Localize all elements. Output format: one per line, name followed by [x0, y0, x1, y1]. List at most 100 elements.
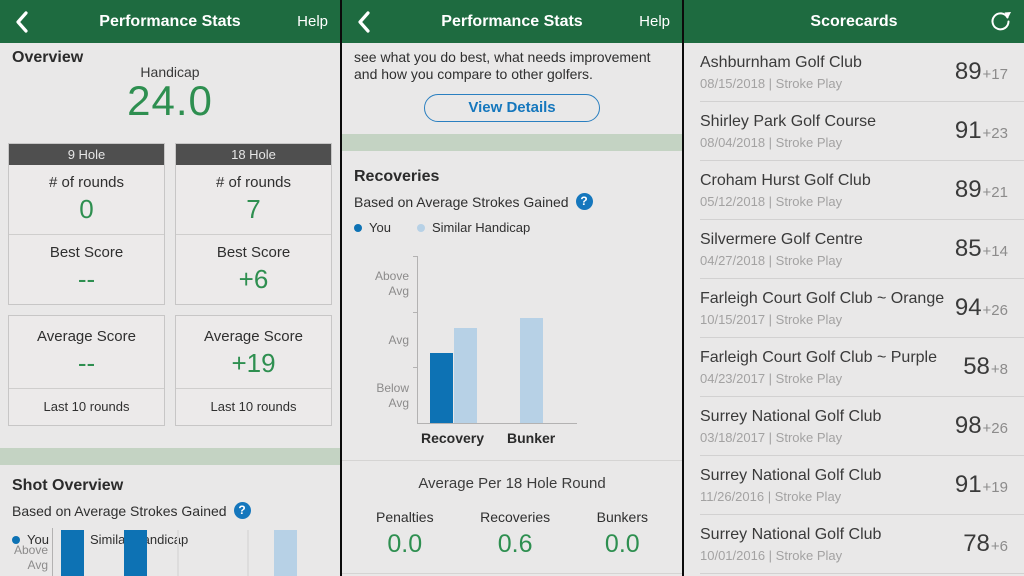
rounds-value: 7	[246, 194, 261, 224]
scorecard-row[interactable]: Surrey National Golf Club 10/01/2016 | S…	[700, 515, 1024, 574]
card-divider	[176, 234, 331, 235]
header-performance-2: Performance Stats Help	[342, 0, 682, 43]
back-icon[interactable]	[352, 9, 378, 35]
score-over-par: +23	[982, 125, 1008, 142]
you-dot-icon	[354, 223, 362, 232]
round-meta: 11/26/2016 | Stroke Play	[700, 488, 842, 504]
bar-recovery-you	[430, 352, 453, 423]
score-value: 89	[954, 176, 982, 203]
score-value: 78	[963, 530, 990, 557]
score-block: 58 +8	[963, 353, 1008, 381]
scorecard-row[interactable]: Surrey National Golf Club 03/18/2017 | S…	[700, 397, 1024, 456]
bar-similar	[274, 530, 297, 576]
card-9-hole-average: Average Score -- Last 10 rounds	[8, 315, 165, 426]
score-value: 91	[954, 471, 982, 498]
view-details-button[interactable]: View Details	[424, 94, 600, 122]
scorecards-list: Ashburnham Golf Club 08/15/2018 | Stroke…	[684, 43, 1024, 574]
card-divider	[9, 234, 164, 235]
course-name: Farleigh Court Golf Club ~ Orange	[700, 289, 945, 307]
recoveries-chart: Above Avg Avg Below Avg	[375, 256, 617, 424]
average-stats-row: Penalties 0.0 Recoveries 0.6 Bunkers 0.0	[342, 509, 682, 559]
section-divider	[0, 448, 340, 465]
card-9-hole-header: 9 Hole	[9, 144, 164, 165]
header-performance-1: Performance Stats Help	[0, 0, 340, 43]
score-over-par: +17	[982, 66, 1008, 83]
bar-bunker-similar	[520, 317, 543, 423]
stat-label: Bunkers	[596, 509, 648, 525]
plot-area	[413, 256, 577, 424]
intro-text: see what you do best, what needs improve…	[354, 49, 651, 82]
scorecard-row[interactable]: Surrey National Golf Club 11/26/2016 | S…	[700, 456, 1024, 515]
legend-item-similar: Similar Handicap	[416, 220, 531, 235]
axis-tick	[413, 311, 418, 313]
score-over-par: +21	[982, 184, 1008, 201]
scorecard-info: Farleigh Court Golf Club ~ Orange 10/15/…	[700, 290, 944, 327]
legend-you-label: You	[369, 220, 391, 235]
best-score-label: Best Score	[216, 244, 291, 261]
best-score-value: +6	[238, 264, 269, 294]
scorecard-row[interactable]: Croham Hurst Golf Club 05/12/2018 | Stro…	[700, 161, 1024, 220]
question-icon[interactable]: ?	[575, 193, 593, 210]
legend-item-you: You	[12, 532, 49, 547]
score-block: 89 +21	[955, 176, 1008, 204]
score-value: 89	[954, 58, 982, 85]
average-score-label: Average Score	[37, 328, 136, 345]
score-value: 85	[954, 235, 982, 262]
y-axis-zone-labels: Above Avg Avg Below Avg	[357, 256, 409, 424]
round-meta: 04/23/2017 | Stroke Play	[700, 370, 843, 386]
best-score-value: --	[77, 264, 96, 294]
x-axis-labels: Recovery Bunker	[417, 428, 670, 448]
handicap-label: Handicap	[140, 64, 200, 80]
panel-separator	[340, 0, 342, 576]
course-name: Surrey National Golf Club	[700, 525, 882, 543]
card-divider	[9, 388, 164, 389]
gridline	[177, 530, 179, 576]
axis-label-above-avg: Above Avg	[374, 269, 409, 298]
axis-tick	[413, 256, 418, 257]
help-button[interactable]: Help	[297, 13, 328, 30]
panel-performance-recoveries: Performance Stats Help see what you do b…	[342, 0, 682, 576]
score-value: 91	[954, 117, 982, 144]
header-scorecards: Scorecards	[684, 0, 1024, 43]
panel-performance-overview: Performance Stats Help Overview Handicap…	[0, 0, 340, 576]
recoveries-section: Recoveries Based on Average Strokes Gain…	[342, 151, 682, 448]
question-icon[interactable]: ?	[233, 502, 251, 519]
scorecard-row[interactable]: Shirley Park Golf Course 08/04/2018 | St…	[700, 102, 1024, 161]
recoveries-subtitle-row: Based on Average Strokes Gained ?	[354, 193, 670, 210]
overview-header: Overview Handicap 24.0	[0, 43, 340, 135]
axis-label-above-avg: Above Avg	[13, 543, 48, 572]
scorecard-row[interactable]: Farleigh Court Golf Club ~ Purple 04/23/…	[700, 338, 1024, 397]
average-score-value: +19	[231, 348, 276, 378]
page-title: Performance Stats	[441, 12, 583, 30]
scorecard-row[interactable]: Ashburnham Golf Club 08/15/2018 | Stroke…	[700, 43, 1024, 102]
back-icon[interactable]	[10, 9, 36, 35]
card-18-hole-average: Average Score +19 Last 10 rounds	[175, 315, 332, 426]
score-over-par: +19	[982, 479, 1008, 496]
score-value: 94	[954, 294, 982, 321]
stat-value: 0.0	[604, 530, 640, 558]
score-block: 89 +17	[955, 58, 1008, 86]
rounds-cards: 9 Hole # of rounds 0 Best Score -- 18 Ho…	[8, 143, 332, 426]
score-block: 91 +19	[955, 471, 1008, 499]
score-over-par: +6	[990, 538, 1008, 555]
scorecard-row[interactable]: Silvermere Golf Centre 04/27/2018 | Stro…	[700, 220, 1024, 279]
legend: You Similar Handicap	[354, 220, 670, 235]
bar-you	[61, 530, 84, 576]
help-button[interactable]: Help	[639, 13, 670, 30]
round-meta: 08/15/2018 | Stroke Play	[700, 75, 843, 91]
round-meta: 05/12/2018 | Stroke Play	[700, 193, 843, 209]
legend-similar-label: Similar Handicap	[431, 220, 531, 235]
you-dot-icon	[12, 535, 20, 544]
average-score-label: Average Score	[204, 328, 303, 345]
round-meta: 10/15/2017 | Stroke Play	[700, 311, 843, 327]
scorecard-info: Croham Hurst Golf Club 05/12/2018 | Stro…	[700, 172, 871, 209]
refresh-icon[interactable]	[987, 8, 1014, 35]
section-divider	[342, 134, 682, 151]
score-block: 94 +26	[955, 294, 1008, 322]
course-name: Croham Hurst Golf Club	[700, 171, 871, 189]
divider-line	[342, 460, 682, 461]
score-block: 98 +26	[955, 412, 1008, 440]
average-score-value: --	[77, 348, 96, 378]
scorecard-row[interactable]: Farleigh Court Golf Club ~ Orange 10/15/…	[700, 279, 1024, 338]
rounds-label: # of rounds	[48, 174, 125, 191]
